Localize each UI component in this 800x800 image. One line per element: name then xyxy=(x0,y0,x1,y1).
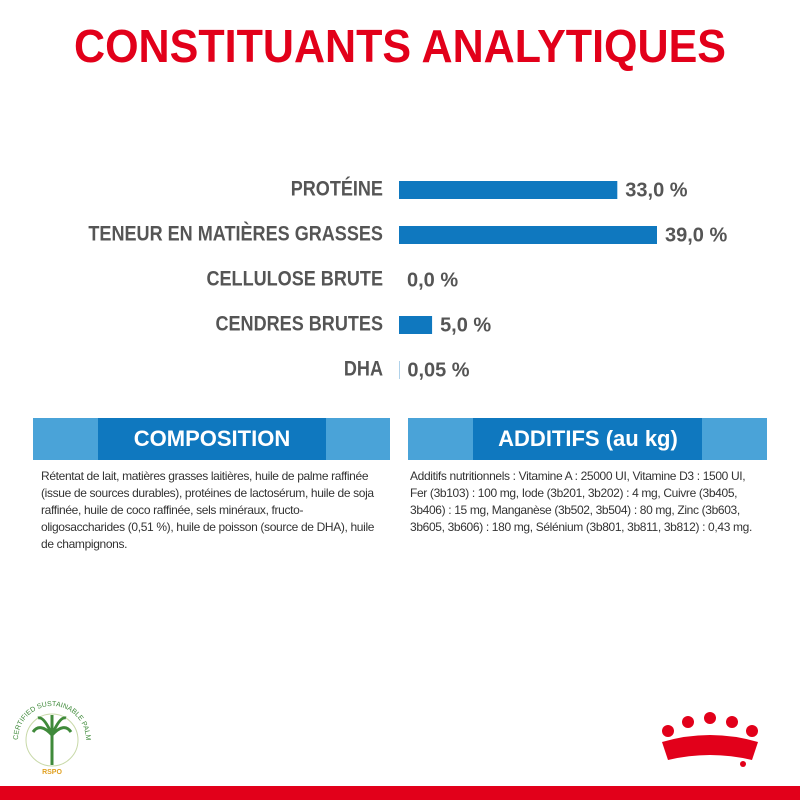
category-label: CELLULOSE BRUTE xyxy=(206,267,383,291)
category-label: PROTÉINE xyxy=(291,176,383,201)
header-center xyxy=(98,418,326,460)
bar xyxy=(399,181,618,199)
bar-chart: PROTÉINE 33,0 % TENEUR EN MATIÈRES GRASSES… xyxy=(88,176,727,381)
category-label: CENDRES BRUTES xyxy=(215,312,383,336)
category-label: DHA xyxy=(344,357,383,381)
bottom-stripe xyxy=(0,786,800,800)
bar xyxy=(399,226,657,244)
value-label: 39,0 % xyxy=(665,224,727,246)
palm xyxy=(31,715,73,765)
value-label: 33,0 % xyxy=(625,179,687,201)
rspo-ring-text: CERTIFIED SUSTAINABLE PALM OIL xyxy=(0,0,91,741)
additifs-text: Additifs nutritionnels : Vitamine A : 25… xyxy=(410,469,752,534)
section-heading: COMPOSITION xyxy=(134,426,290,451)
value-label: 0,05 % xyxy=(407,359,469,381)
rspo-circle xyxy=(25,713,79,767)
rspo-ring-path: CERTIFIED SUSTAINABLE PALM OIL xyxy=(0,0,91,741)
title: CONSTITUANTS ANALYTIQUES xyxy=(74,20,726,72)
rspo-logo: CERTIFIED SUSTAINABLE PALM OIL RSPO xyxy=(0,0,91,776)
header-center xyxy=(473,418,702,460)
composition-text: Rétentat de lait, matières grasses laiti… xyxy=(41,469,375,551)
section-heading: ADDITIFS (au kg) xyxy=(498,426,678,451)
crown-logo xyxy=(662,712,758,767)
bar xyxy=(399,316,433,334)
rspo-label: RSPO xyxy=(42,769,62,776)
category-label: TENEUR EN MATIÈRES GRASSES xyxy=(88,221,383,246)
value-label: 0,0 % xyxy=(407,269,458,291)
value-label: 5,0 % xyxy=(440,314,491,336)
